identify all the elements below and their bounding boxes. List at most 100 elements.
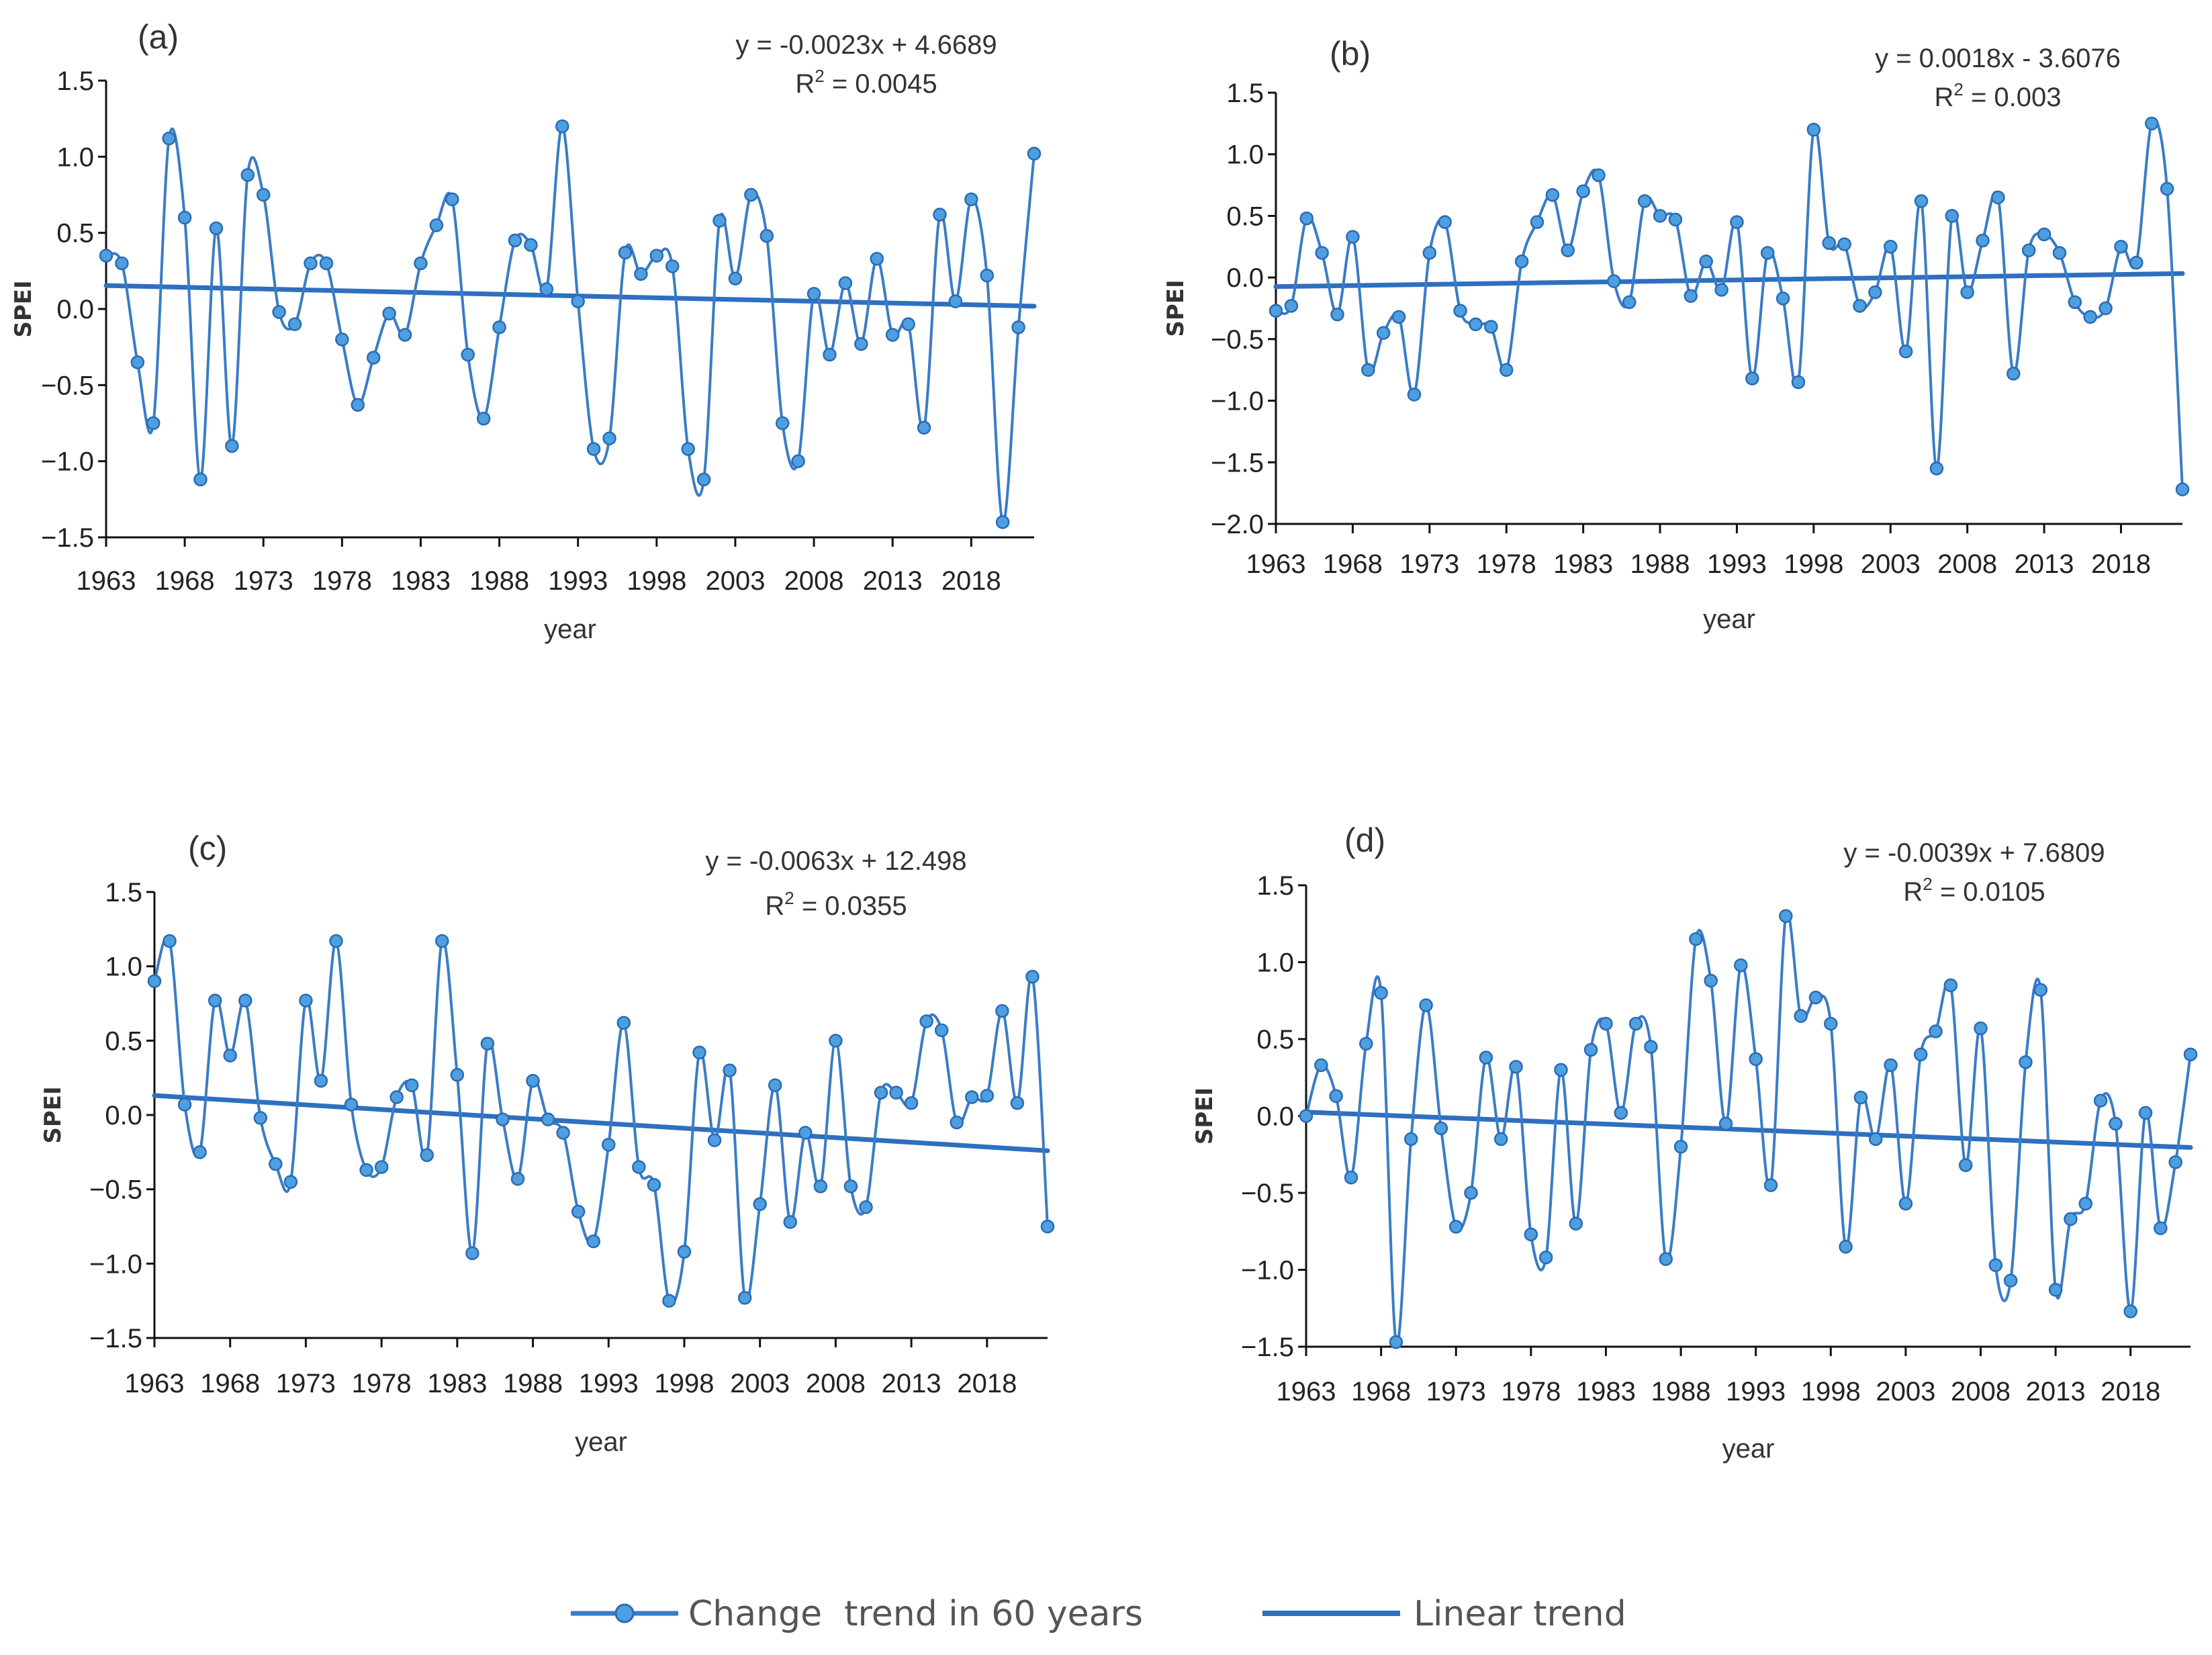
data-point (2052, 246, 2067, 260)
x-tick-label: 1968 (200, 1369, 260, 1398)
data-point (632, 1160, 646, 1174)
linear-trend-line (1303, 1110, 2193, 1150)
x-tick-label: 2003 (705, 566, 765, 596)
data-point (1644, 1040, 1658, 1054)
data-point (2160, 181, 2174, 196)
data-point (476, 411, 491, 426)
data-point (238, 993, 252, 1008)
r-squared: R2 = 0.003 (1934, 79, 2061, 112)
data-point (445, 192, 459, 207)
panels: −1.5 −1.0 −0.5 0.0 0.5 1.0 1.5 1963 1968 1973 1978… (10, 18, 2198, 1464)
data-point (2048, 1283, 2063, 1297)
y-axis-title: SPEI (40, 1086, 66, 1143)
data-point (2033, 983, 2048, 997)
data-point (2099, 301, 2113, 316)
data-point (314, 1073, 328, 1088)
data-point (1684, 289, 1698, 303)
data-point (1284, 299, 1299, 313)
data-point (874, 1085, 888, 1100)
data-point (1734, 958, 1748, 973)
data-point (1592, 168, 1606, 183)
data-point (791, 454, 805, 468)
data-point (744, 187, 758, 202)
data-point (1545, 187, 1560, 202)
x-tick-label: 2013 (2026, 1377, 2086, 1406)
data-point (556, 1126, 570, 1140)
data-point (1929, 461, 1944, 476)
data-point (965, 1090, 979, 1104)
data-point (2064, 1212, 2078, 1226)
data-point (1776, 292, 1790, 306)
data-point (526, 1073, 540, 1088)
x-tick-label: 1988 (1651, 1377, 1711, 1406)
data-point (223, 1048, 237, 1063)
x-tick-label: 2008 (784, 566, 844, 596)
trend-equation: y = -0.0039x + 7.6809 (1843, 838, 2105, 868)
data-point (843, 1179, 858, 1194)
y-axis-title: SPEI (1162, 279, 1189, 337)
data-point (934, 1023, 949, 1038)
chart-panel-c: −1.5 −1.0 −0.5 0.0 0.5 1.0 1.5 1963 1968 1973 1978… (40, 830, 1055, 1457)
data-point (1779, 909, 1793, 924)
y-tick-label: −0.5 (41, 371, 94, 400)
data-point (1628, 1016, 1643, 1031)
data-point (681, 442, 695, 456)
data-point (1745, 371, 1759, 386)
data-point (1329, 1089, 1343, 1103)
data-point (1479, 1050, 1493, 1065)
data-point (854, 337, 868, 351)
data-point (1913, 1047, 1928, 1062)
data-point (177, 210, 192, 225)
data-point (2019, 1055, 2033, 1069)
data-point (1868, 285, 1882, 300)
x-axis-title: year (1703, 605, 1755, 634)
x-tick-label: 1993 (548, 566, 608, 596)
data-point (1376, 326, 1391, 340)
data-point (859, 1200, 873, 1214)
data-point (272, 305, 286, 319)
data-point (677, 1245, 692, 1259)
linear-trend-line (103, 283, 1037, 309)
data-point (374, 1160, 389, 1174)
data-point (1025, 969, 1040, 984)
x-tick-label: 1973 (234, 566, 293, 596)
data-point (389, 1090, 404, 1104)
data-point (130, 355, 145, 369)
data-point (524, 238, 538, 253)
data-point (728, 271, 743, 285)
y-tick-label: −1.5 (89, 1324, 142, 1353)
x-tick-label: 1988 (1630, 549, 1690, 579)
data-point (1469, 317, 1483, 332)
data-point (1943, 978, 1958, 993)
data-point (1524, 1227, 1538, 1242)
data-point (571, 294, 585, 308)
data-point (1011, 320, 1025, 334)
panel-label: (b) (1330, 35, 1371, 73)
y-tick-label: 0.0 (1226, 263, 1264, 293)
data-point (240, 168, 255, 182)
data-point (299, 993, 313, 1008)
x-tick-label: 1968 (155, 566, 215, 596)
r-squared: R2 = 0.0045 (795, 66, 937, 99)
data-point (1493, 1132, 1508, 1147)
trend-equation: y = -0.0063x + 12.498 (705, 846, 966, 876)
data-point (480, 1036, 495, 1051)
y-tick-label: 0.0 (1256, 1102, 1294, 1132)
data-point (813, 1179, 828, 1194)
data-point (209, 221, 224, 236)
data-point (398, 328, 412, 342)
data-point (1914, 194, 1929, 208)
data-point (287, 317, 302, 331)
data-point (712, 214, 727, 228)
data-point (995, 515, 1010, 529)
data-point (1404, 1132, 1418, 1147)
data-point (1010, 1096, 1025, 1110)
data-point (1988, 1258, 2003, 1272)
data-point (950, 1115, 964, 1130)
data-point (1822, 236, 1836, 251)
data-point (1569, 1216, 1583, 1231)
y-tick-label: 0.0 (56, 295, 94, 324)
data-point (586, 1234, 600, 1249)
x-tick-label: 1983 (391, 566, 451, 596)
